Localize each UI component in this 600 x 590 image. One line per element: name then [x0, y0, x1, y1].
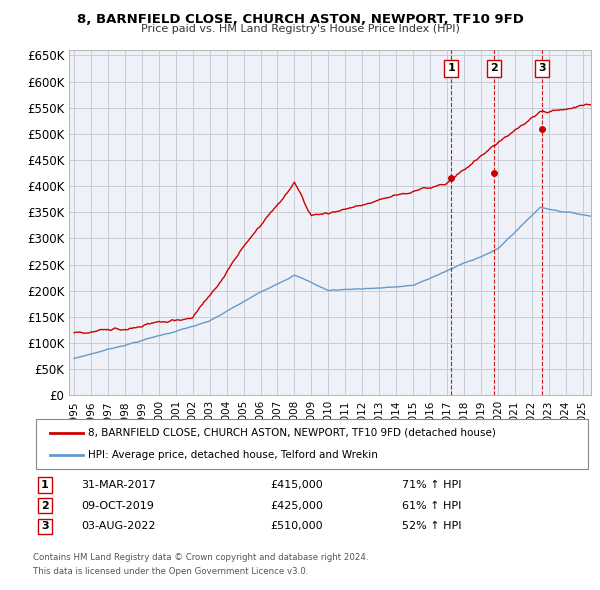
Text: 2: 2 — [41, 501, 49, 510]
Text: 8, BARNFIELD CLOSE, CHURCH ASTON, NEWPORT, TF10 9FD: 8, BARNFIELD CLOSE, CHURCH ASTON, NEWPOR… — [77, 13, 523, 26]
FancyBboxPatch shape — [36, 419, 588, 469]
Text: This data is licensed under the Open Government Licence v3.0.: This data is licensed under the Open Gov… — [33, 566, 308, 576]
Text: £415,000: £415,000 — [270, 480, 323, 490]
Text: £510,000: £510,000 — [270, 522, 323, 531]
Text: 3: 3 — [41, 522, 49, 531]
Text: 52% ↑ HPI: 52% ↑ HPI — [402, 522, 461, 531]
Text: 8, BARNFIELD CLOSE, CHURCH ASTON, NEWPORT, TF10 9FD (detached house): 8, BARNFIELD CLOSE, CHURCH ASTON, NEWPOR… — [88, 428, 496, 438]
Text: 1: 1 — [41, 480, 49, 490]
Text: Contains HM Land Registry data © Crown copyright and database right 2024.: Contains HM Land Registry data © Crown c… — [33, 553, 368, 562]
Text: £425,000: £425,000 — [270, 501, 323, 510]
Text: 09-OCT-2019: 09-OCT-2019 — [81, 501, 154, 510]
Text: 03-AUG-2022: 03-AUG-2022 — [81, 522, 155, 531]
Text: Price paid vs. HM Land Registry's House Price Index (HPI): Price paid vs. HM Land Registry's House … — [140, 24, 460, 34]
Text: HPI: Average price, detached house, Telford and Wrekin: HPI: Average price, detached house, Telf… — [88, 450, 379, 460]
Text: 31-MAR-2017: 31-MAR-2017 — [81, 480, 156, 490]
Text: 61% ↑ HPI: 61% ↑ HPI — [402, 501, 461, 510]
Text: 1: 1 — [448, 64, 455, 73]
Text: 2: 2 — [490, 64, 498, 73]
Text: 3: 3 — [538, 64, 545, 73]
Text: 71% ↑ HPI: 71% ↑ HPI — [402, 480, 461, 490]
